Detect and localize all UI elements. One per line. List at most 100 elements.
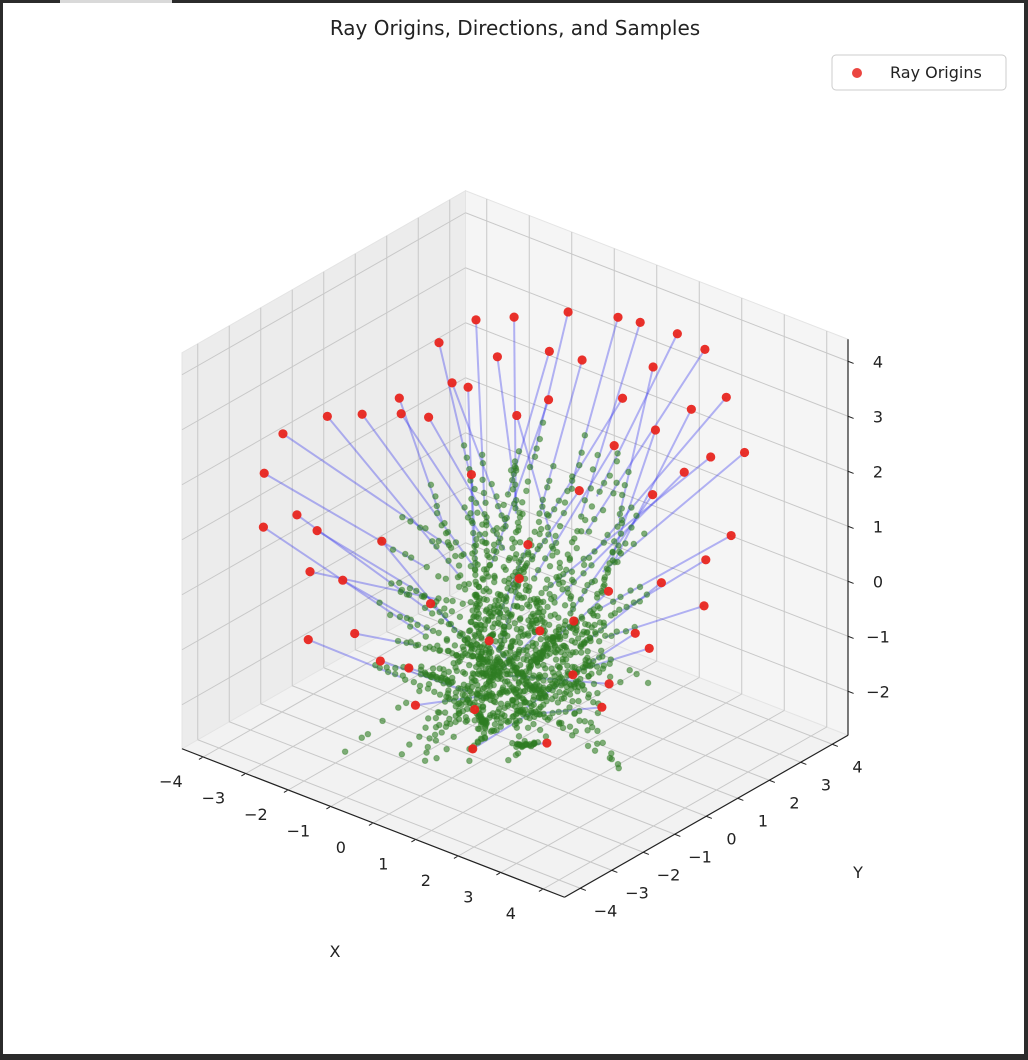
ray-sample-point [539,419,547,426]
ray-sample-point [481,530,489,538]
ray-sample-point [535,518,543,526]
ray-sample-point [617,593,624,601]
ray-sample-point [594,602,601,610]
ray-sample-point [515,679,523,687]
ray-sample-point [539,503,546,510]
ray-sample-point [555,670,563,677]
ray-sample-point [468,495,475,503]
ray-sample-point [501,516,509,523]
ray-sample-point [477,711,484,719]
ray-sample-point [594,689,601,697]
ray-sample-point [489,613,496,620]
ray-sample-point [568,732,576,739]
ray-sample-point [516,692,523,699]
ray-sample-point [580,686,588,693]
ray-sample-point [460,442,468,449]
ray-origin-point [523,540,533,550]
ray-sample-point [432,737,440,744]
ray-sample-point [539,598,547,606]
ray-direction-line [547,397,624,519]
ray-sample-point [417,666,425,674]
y-tick [800,761,807,765]
ray-sample-point [556,559,564,567]
ray-origin-point [630,628,640,638]
ray-origins [258,307,750,754]
ray-origin-point [292,510,302,520]
ray-sample-point [617,678,624,686]
ray-sample-point [600,583,607,590]
ray-origin-point [468,744,478,754]
z-tick [847,635,854,639]
ray-sample-point [577,596,585,603]
ray-sample-point [472,499,480,507]
ray-sample-point [613,479,620,487]
ray-sample-point [534,566,542,574]
ray-sample-point [435,595,442,602]
ray-sample-point [561,499,569,506]
ray-sample-point [441,709,449,716]
ray-sample-point [588,503,596,510]
ray-sample-point [476,531,483,538]
ray-sample-point [467,618,474,626]
ray-sample-point [506,554,513,562]
ray-sample-point [521,737,528,745]
ray-sample-point [519,632,527,640]
ray-sample-point [432,714,440,722]
ray-origin-point [543,395,554,405]
ray-sample-point [516,646,523,654]
ray-sample-point [450,733,457,741]
ray-sample-point [542,585,550,592]
ray-sample-point [445,668,453,676]
ray-sample-point [529,696,537,704]
ray-sample-point [610,490,617,497]
ray-sample-point [591,747,599,754]
ray-sample-point [526,714,533,722]
x-tick-label: −4 [159,772,183,791]
ray-sample-point [545,477,553,485]
ray-sample-point [488,480,495,488]
ray-sample-point [567,624,574,632]
ray-sample-point [606,472,614,479]
ray-sample-point [492,597,499,604]
grid-line-z-back [465,542,849,692]
ray-sample-point [482,499,489,507]
ray-sample-point [626,666,633,674]
ray-sample-point [552,539,560,547]
ray-sample-point [487,654,494,662]
ray-sample-point [450,697,458,705]
ray-sample-point [451,626,458,634]
ray-sample-point [472,578,479,585]
ray-sample-point [533,445,540,452]
ray-sample-point [555,614,562,621]
y-tick-label: 1 [758,812,768,831]
ray-sample-point [434,642,441,650]
z-tick-label: −2 [866,682,890,701]
ray-sample-point [508,611,515,618]
ray-sample-point [423,749,430,756]
ray-sample-point [581,496,589,504]
ray-sample-point [561,632,569,640]
ray-sample-point [575,697,582,705]
ray-sample-point [566,723,574,730]
ray-origin-point [686,404,696,414]
ray-sample-point [611,558,618,566]
ray-origin-point [312,526,322,536]
grid-line-z-back [465,267,849,417]
ray-sample-point [496,535,504,542]
ray-direction-line [263,472,426,568]
z-tick-label: 2 [873,462,883,481]
ray-sample-point [479,538,486,545]
ray-sample-point [516,661,524,669]
y-tick-label: 4 [852,758,862,777]
ray-sample-point [473,535,480,543]
ray-sample-point [401,550,409,558]
window-top-strip [0,0,1028,4]
ray-sample-point [636,598,644,605]
ray-sample-point [597,647,605,655]
ray-sample-point [432,493,439,500]
ray-sample-point [495,646,503,653]
ray-sample-point [557,682,565,689]
ray-sample-point [496,621,504,628]
ray-sample-point [529,674,536,682]
ray-origin-point [699,601,709,611]
